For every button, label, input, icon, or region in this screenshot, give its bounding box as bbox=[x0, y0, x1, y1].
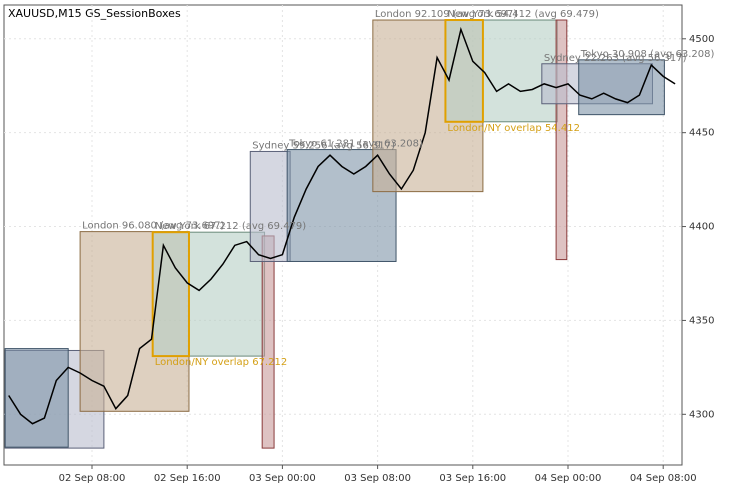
y-tick-label: 4300 bbox=[689, 409, 714, 420]
x-tick-label: 04 Sep 08:00 bbox=[630, 473, 697, 484]
session-box bbox=[4, 348, 69, 448]
y-tick-label: 4500 bbox=[689, 34, 714, 45]
session-label: Tokyo 61.281 (avg 63.208) bbox=[288, 139, 423, 150]
price-line bbox=[8, 26, 676, 425]
session-label: New York 67.212 (avg 69.479) bbox=[155, 221, 307, 232]
session-box bbox=[151, 231, 190, 358]
session-box bbox=[261, 235, 275, 449]
session-label: London/NY overlap 67.212 bbox=[155, 357, 288, 368]
session-box bbox=[152, 231, 266, 357]
session-label: London 96.080 (avg 73.697) bbox=[82, 221, 224, 232]
x-tick-label: 02 Sep 08:00 bbox=[59, 473, 126, 484]
session-box bbox=[578, 59, 665, 116]
chart-title: XAUUSD,M15 GS_SessionBoxes bbox=[8, 7, 181, 20]
session-label: Sydney 59.256 (avg 56.317) bbox=[252, 140, 395, 151]
session-box bbox=[444, 19, 558, 123]
x-tick-label: 03 Sep 16:00 bbox=[439, 473, 506, 484]
session-label: London/NY overlap 54.412 bbox=[447, 123, 580, 134]
x-tick-label: 03 Sep 08:00 bbox=[344, 473, 411, 484]
x-tick-label: 03 Sep 00:00 bbox=[249, 473, 316, 484]
x-tick-label: 02 Sep 16:00 bbox=[154, 473, 221, 484]
y-tick-label: 4450 bbox=[689, 128, 714, 139]
session-label: Tokyo 30.908 (avg 63.208) bbox=[580, 49, 715, 60]
session-box bbox=[555, 19, 568, 261]
x-tick-label: 04 Sep 00:00 bbox=[535, 473, 602, 484]
y-tick-label: 4350 bbox=[689, 315, 714, 326]
session-label: London 92.109 (avg 73.697) bbox=[375, 9, 517, 20]
session-label: New York 54.412 (avg 69.479) bbox=[447, 9, 599, 20]
session-label: Sydney 22.263 (avg 56.317) bbox=[544, 53, 687, 64]
session-box bbox=[249, 150, 291, 262]
y-tick-label: 4400 bbox=[689, 222, 714, 233]
